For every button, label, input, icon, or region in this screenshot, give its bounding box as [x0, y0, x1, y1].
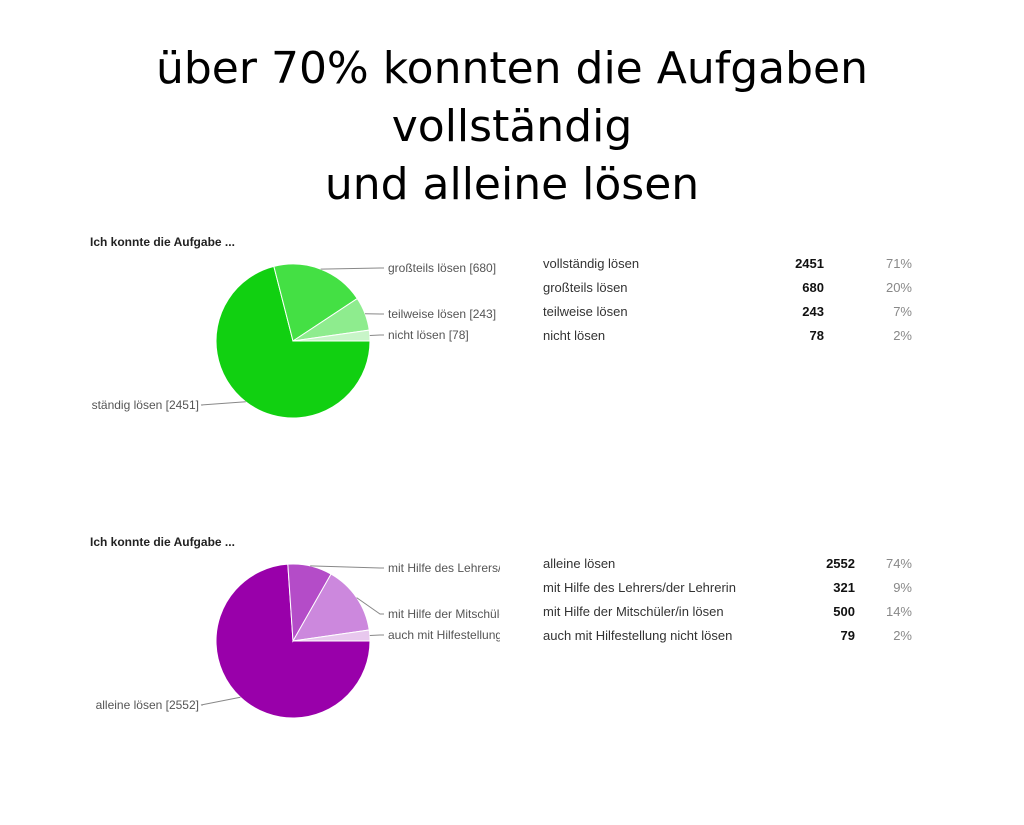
pie-chart-completion: ständig lösen [2451] großteils lösen [680… — [0, 225, 500, 435]
pie-label: mit Hilfe der Mitschüler/in lösen [500] — [388, 607, 500, 621]
row-count: 243 — [773, 300, 824, 324]
pie-label: ständig lösen [2451] — [92, 398, 199, 412]
row-percent: 2% — [824, 324, 912, 348]
row-label: alleine lösen — [543, 552, 803, 576]
pie-label: auch mit Hilfestellung nicht lösen [79] — [388, 628, 500, 642]
row-label: mit Hilfe der Mitschüler/in lösen — [543, 600, 803, 624]
row-count: 680 — [773, 276, 824, 300]
row-percent: 74% — [855, 552, 912, 576]
leader-line — [201, 697, 240, 705]
slide-title-line-2: und alleine lösen — [40, 156, 984, 214]
row-label: auch mit Hilfestellung nicht lösen — [543, 624, 803, 648]
row-percent: 7% — [824, 300, 912, 324]
leader-line — [370, 335, 384, 336]
row-label: vollständig lösen — [543, 252, 773, 276]
slide-title: über 70% konnten die Aufgaben vollständi… — [40, 40, 984, 214]
row-percent: 14% — [855, 600, 912, 624]
row-label: nicht lösen — [543, 324, 773, 348]
leader-line — [370, 635, 384, 636]
leader-line — [321, 268, 384, 269]
leader-line — [310, 566, 384, 568]
chart-help: Ich konnte die Aufgabe ... alleine lösen… — [0, 525, 1024, 825]
row-percent: 9% — [855, 576, 912, 600]
pie-label: nicht lösen [78] — [388, 328, 469, 342]
pie-chart-help: alleine lösen [2552] mit Hilfe des Lehrer… — [0, 525, 500, 735]
row-label: mit Hilfe des Lehrers/der Lehrerin — [543, 576, 803, 600]
chart-completion: Ich konnte die Aufgabe ... ständig lösen… — [0, 225, 1024, 525]
row-percent: 20% — [824, 276, 912, 300]
row-count: 78 — [773, 324, 824, 348]
row-count: 2451 — [773, 252, 824, 276]
row-percent: 2% — [855, 624, 912, 648]
pie-label: teilweise lösen [243] — [388, 307, 496, 321]
row-count: 500 — [803, 600, 855, 624]
row-percent: 71% — [824, 252, 912, 276]
row-count: 2552 — [803, 552, 855, 576]
pie-label: alleine lösen [2552] — [96, 698, 199, 712]
row-count: 321 — [803, 576, 855, 600]
pie-label: mit Hilfe des Lehrers/der Lehrerin [321] — [388, 561, 500, 575]
pie-label: großteils lösen [680] — [388, 261, 496, 275]
row-label: großteils lösen — [543, 276, 773, 300]
row-count: 79 — [803, 624, 855, 648]
row-label: teilweise lösen — [543, 300, 773, 324]
slide-title-line-1: über 70% konnten die Aufgaben vollständi… — [40, 40, 984, 156]
leader-line — [201, 402, 246, 405]
